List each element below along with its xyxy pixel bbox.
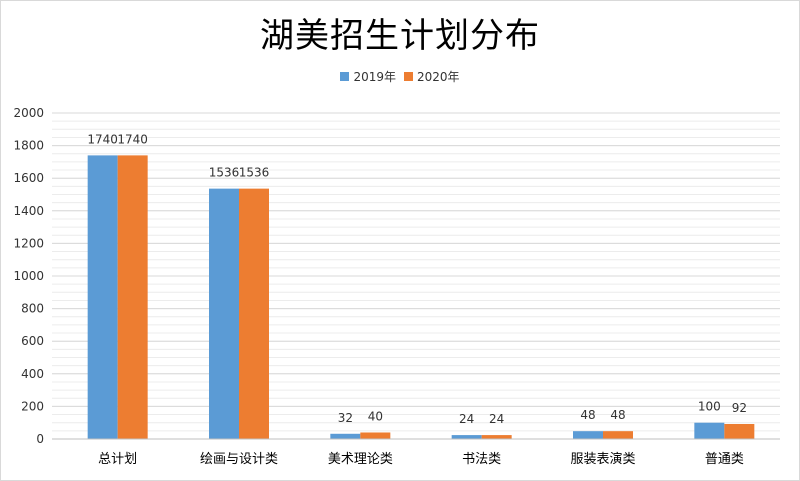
bar-2020 (360, 432, 391, 439)
x-category-label: 书法类 (462, 452, 501, 467)
y-tick-label: 2000 (13, 106, 44, 120)
data-label-2019: 1740 (87, 132, 118, 146)
bar-2019 (694, 422, 725, 439)
legend-swatch-2019 (340, 72, 350, 81)
data-label-2020: 40 (368, 409, 383, 423)
data-label-2019: 48 (580, 408, 595, 422)
bar-2020 (239, 188, 269, 439)
bar-2019 (451, 435, 482, 439)
bar-2019 (87, 155, 118, 439)
data-label-2019: 24 (459, 412, 474, 426)
y-tick-label: 200 (21, 399, 44, 413)
data-label-2020: 1740 (117, 132, 148, 146)
y-tick-label: 1600 (13, 171, 44, 185)
x-category-label: 总计划 (98, 452, 137, 467)
legend: 2019年 2020年 (0, 68, 800, 85)
y-tick-label: 1800 (13, 139, 44, 153)
y-tick-label: 1200 (13, 236, 44, 250)
bar-2019 (330, 433, 361, 439)
bar-2020 (117, 155, 148, 439)
y-tick-label: 800 (21, 302, 44, 316)
x-category-label: 绘画与设计类 (200, 452, 278, 467)
data-label-2019: 100 (698, 400, 721, 414)
y-tick-label: 600 (21, 334, 44, 348)
y-tick-label: 1400 (13, 204, 44, 218)
legend-label-2020: 2020年 (417, 70, 460, 84)
x-category-label: 美术理论类 (328, 452, 393, 467)
legend-item-2019: 2019年 (340, 68, 396, 85)
data-label-2019: 1536 (209, 166, 240, 180)
bar-2019 (209, 188, 239, 439)
chart-title: 湖美招生计划分布 (260, 16, 540, 56)
y-tick-label: 0 (36, 432, 44, 446)
y-tick-label: 400 (21, 367, 44, 381)
x-category-label: 普通类 (705, 452, 744, 467)
legend-item-2020: 2020年 (404, 68, 460, 85)
bar-2020 (481, 435, 512, 439)
bar-2020 (603, 431, 633, 439)
legend-swatch-2020 (404, 72, 413, 81)
x-category-label: 服装表演类 (570, 451, 635, 467)
data-label-2019: 32 (338, 411, 353, 425)
data-label-2020: 48 (610, 408, 625, 422)
y-tick-label: 1000 (13, 269, 44, 283)
data-label-2020: 24 (489, 412, 504, 426)
data-label-2020: 1536 (239, 166, 270, 180)
bar-2019 (573, 431, 603, 439)
legend-label-2019: 2019年 (353, 70, 396, 84)
data-label-2020: 92 (732, 401, 747, 415)
bar-2020 (724, 424, 755, 439)
